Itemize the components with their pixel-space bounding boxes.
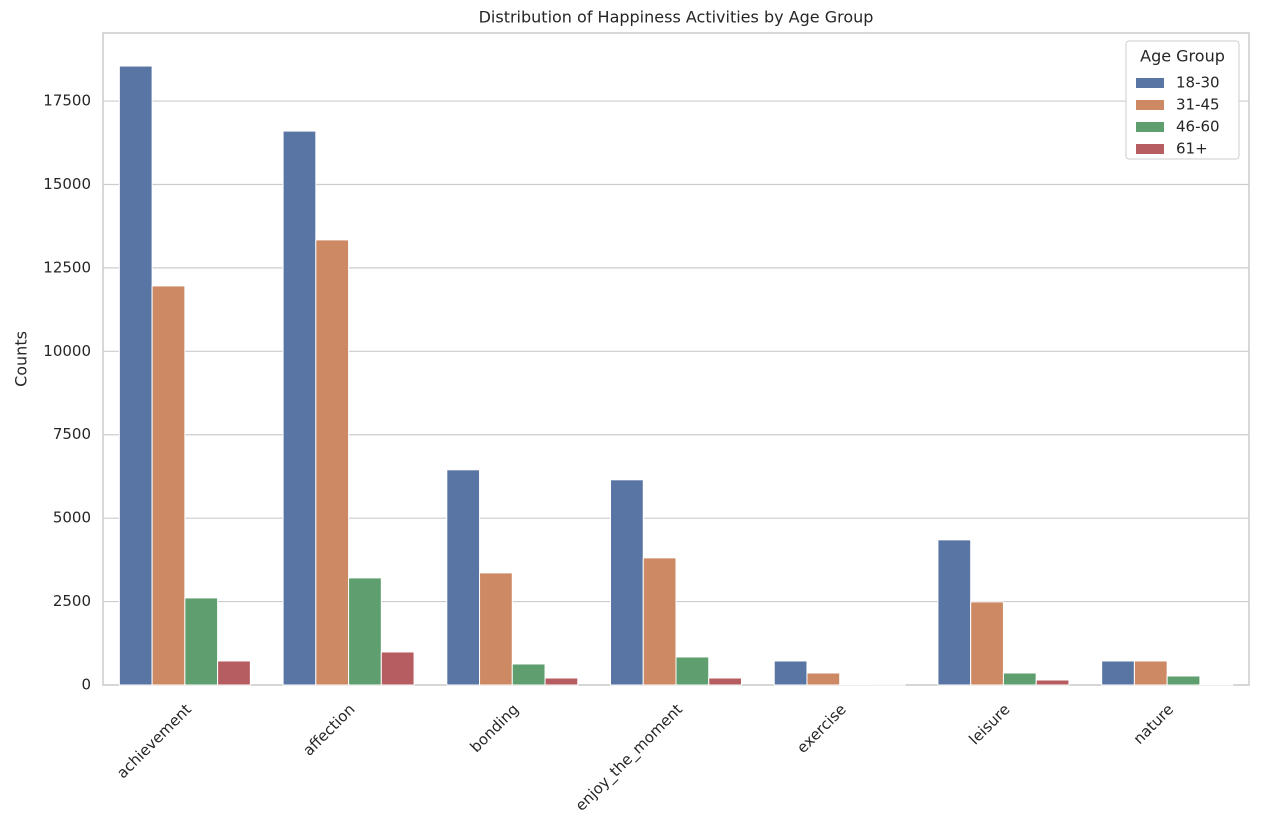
bar — [217, 660, 251, 686]
bar — [184, 597, 219, 686]
bar — [970, 601, 1004, 686]
x-tick-label: exercise — [793, 700, 850, 757]
bar — [1002, 672, 1037, 686]
x-tick-label: bonding — [466, 700, 522, 756]
y-tick-label: 10000 — [43, 342, 91, 360]
y-tick-label: 2500 — [53, 592, 91, 610]
x-tick-label: achievement — [113, 700, 195, 782]
bar — [118, 65, 153, 686]
bar — [1035, 679, 1070, 686]
x-tick-label: affection — [299, 700, 358, 759]
bar — [446, 469, 481, 686]
bar — [479, 572, 513, 686]
bar — [315, 239, 350, 686]
legend-swatch — [1136, 144, 1164, 154]
bar — [282, 130, 317, 686]
chart-title: Distribution of Happiness Activities by … — [479, 8, 874, 27]
legend-label: 46-60 — [1176, 118, 1220, 136]
x-tick-label: leisure — [965, 700, 1013, 748]
bar — [1166, 675, 1201, 686]
bar — [1133, 660, 1168, 686]
x-tick-label: enjoy_the_moment — [572, 700, 687, 815]
bar — [151, 285, 186, 686]
legend-label: 18-30 — [1176, 74, 1220, 92]
y-tick-label: 7500 — [53, 425, 91, 443]
bar — [773, 660, 808, 686]
bar — [1101, 660, 1135, 686]
y-tick-label: 0 — [81, 676, 91, 694]
y-tick-label: 17500 — [43, 92, 91, 110]
x-tick-label: nature — [1130, 700, 1177, 747]
bar — [511, 663, 546, 686]
bar — [544, 677, 579, 686]
bar — [642, 557, 677, 686]
legend-swatch — [1136, 78, 1164, 88]
bar — [839, 683, 873, 686]
y-tick-label: 15000 — [43, 175, 91, 193]
bar — [348, 577, 382, 686]
bar — [610, 479, 644, 686]
bar — [675, 656, 710, 686]
y-tick-label: 12500 — [43, 258, 91, 276]
legend-swatch — [1136, 122, 1164, 132]
bar — [806, 672, 841, 686]
bar — [1199, 683, 1234, 686]
legend-label: 61+ — [1176, 140, 1208, 158]
bar — [380, 651, 415, 686]
y-tick-label: 5000 — [53, 509, 91, 527]
legend-label: 31-45 — [1176, 96, 1220, 114]
y-axis-label: Counts — [12, 331, 31, 387]
bar — [937, 539, 972, 686]
bar — [708, 677, 742, 686]
legend-swatch — [1136, 100, 1164, 110]
legend-title: Age Group — [1140, 47, 1225, 66]
